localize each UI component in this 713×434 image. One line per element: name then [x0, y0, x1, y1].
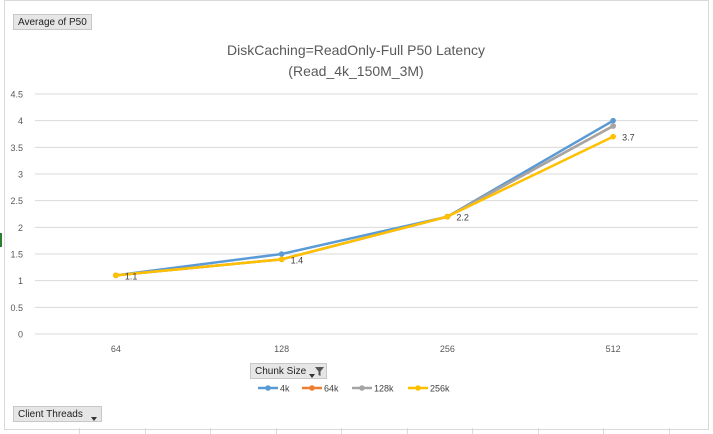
sheet-edge-marker	[0, 233, 2, 247]
x-tick-label: 256	[440, 344, 455, 354]
chart-title: DiskCaching=ReadOnly-Full P50 Latency	[227, 42, 485, 58]
legend-item-256k: 256k	[408, 384, 450, 394]
legend-field-button[interactable]: Client Threads	[13, 406, 102, 422]
chevron-down-icon	[309, 370, 316, 381]
axis-field-label: Chunk Size	[255, 366, 307, 377]
legend-item-64k: 64k	[302, 384, 339, 394]
data-point-256k	[278, 256, 285, 263]
x-axis: 64 128 256 512	[111, 344, 621, 354]
data-point-256k	[113, 272, 119, 279]
series-lines	[113, 117, 616, 279]
filter-icon	[315, 367, 325, 379]
legend-swatch-marker	[265, 385, 271, 391]
y-tick-label: 2.5	[10, 196, 23, 206]
value-field-label: Average of P50	[18, 17, 87, 28]
series-line-256k	[115, 135, 614, 277]
legend-label: 128k	[374, 384, 394, 394]
y-tick-label: 4	[18, 116, 23, 126]
data-point-256k	[610, 133, 616, 140]
x-tick-label: 512	[606, 344, 621, 354]
legend-item-4k: 4k	[258, 384, 290, 394]
series-line-4k	[115, 119, 614, 277]
data-point-4k	[278, 251, 285, 257]
chevron-down-icon	[90, 413, 97, 424]
legend-label: 256k	[430, 384, 450, 394]
data-point-128k	[610, 123, 616, 129]
y-tick-label: 3.5	[10, 143, 23, 153]
data-label: 1.4	[291, 255, 304, 265]
legend-swatch-marker	[309, 385, 315, 391]
y-axis: 0 0.5 1 1.5 2 2.5 3 3.5 4 4.5	[10, 90, 23, 340]
y-tick-label: 1	[18, 276, 23, 286]
data-label: 1.1	[125, 271, 138, 281]
x-tick-label: 128	[274, 344, 289, 354]
chart-area	[4, 0, 709, 430]
legend-swatch-marker	[415, 385, 421, 391]
y-tick-label: 2	[18, 223, 23, 233]
y-tick-label: 0.5	[10, 303, 23, 313]
data-point-4k	[610, 117, 616, 124]
legend-label: 64k	[324, 384, 339, 394]
chart-subtitle: (Read_4k_150M_3M)	[288, 63, 423, 79]
legend-label: 4k	[280, 384, 290, 394]
sheet-gridlines	[0, 428, 713, 434]
axis-field-button[interactable]: Chunk Size	[250, 363, 328, 381]
y-tick-label: 3	[18, 170, 23, 180]
data-point-256k	[444, 213, 451, 220]
x-tick-label: 64	[111, 344, 121, 354]
data-label: 2.2	[456, 213, 469, 223]
gridlines	[35, 93, 698, 335]
value-field-button[interactable]: Average of P50	[13, 14, 92, 30]
legend-field-label: Client Threads	[18, 409, 83, 420]
y-tick-label: 0	[18, 330, 23, 340]
legend: 4k 64k 128k 256k	[258, 384, 450, 394]
y-tick-label: 4.5	[10, 90, 23, 100]
data-labels: 1.1 1.4 2.2 3.7	[125, 133, 635, 282]
legend-item-128k: 128k	[352, 384, 394, 394]
y-tick-label: 1.5	[10, 250, 23, 260]
data-label: 3.7	[622, 133, 635, 143]
legend-swatch-marker	[359, 385, 365, 391]
